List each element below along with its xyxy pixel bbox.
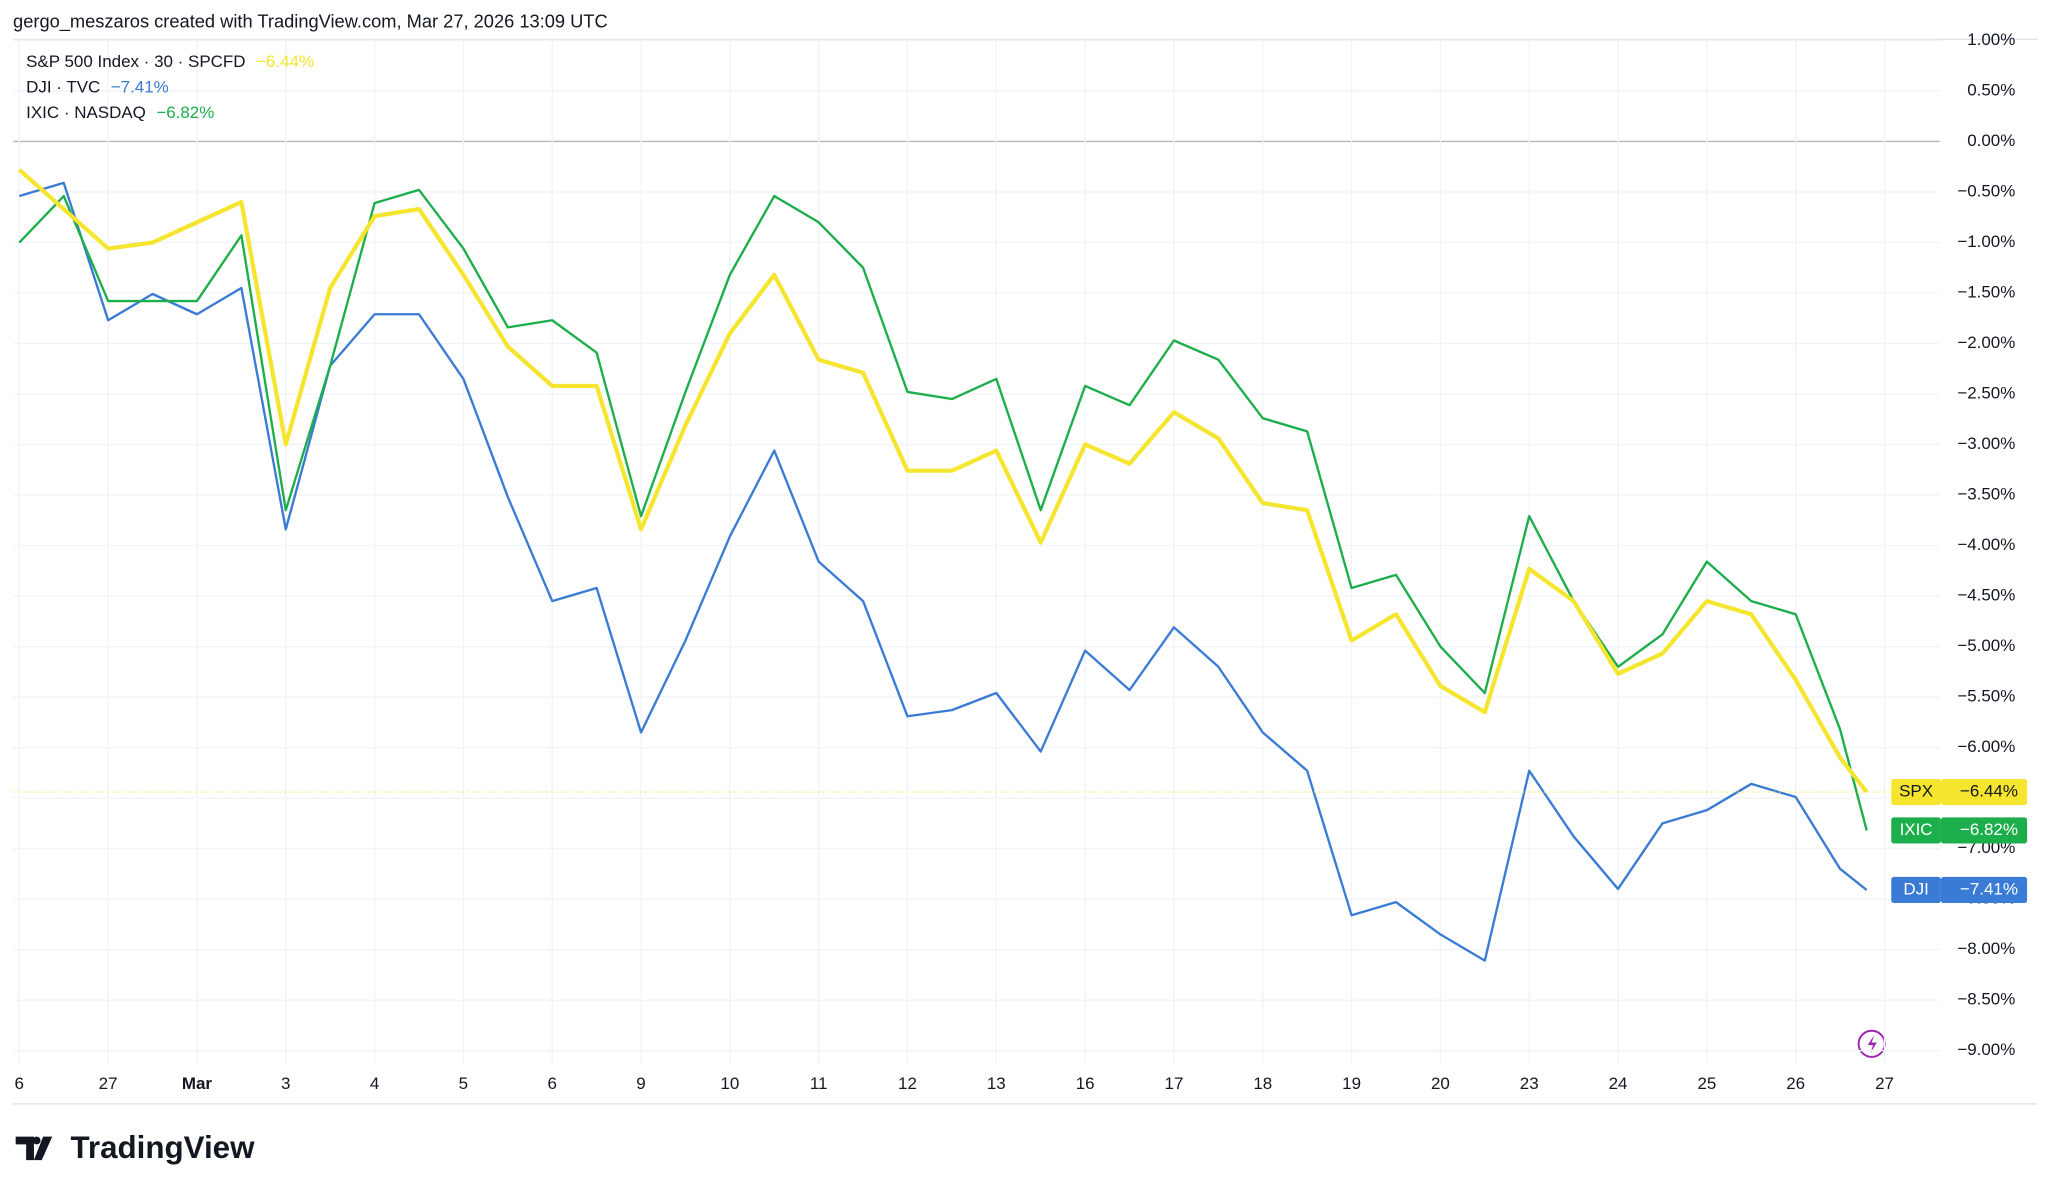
legend-name: S&P 500 Index · 30 · SPCFD bbox=[26, 52, 245, 71]
x-tick-label: 13 bbox=[987, 1074, 1006, 1093]
x-tick-label: 16 bbox=[1076, 1074, 1095, 1093]
x-tick-label: 23 bbox=[1520, 1074, 1539, 1093]
badge-value: −7.41% bbox=[1960, 879, 2018, 898]
y-tick-label: −6.00% bbox=[1957, 737, 2015, 756]
legend-value: −6.44% bbox=[256, 52, 314, 71]
legend-name: IXIC · NASDAQ bbox=[26, 103, 146, 122]
logo: TradingView bbox=[15, 1130, 256, 1165]
y-tick-label: −8.00% bbox=[1957, 939, 2015, 958]
legend-value: −7.41% bbox=[111, 78, 169, 97]
badge-ticker-bg bbox=[1891, 817, 1941, 844]
x-tick-label: 18 bbox=[1253, 1074, 1272, 1093]
header-text: gergo_meszaros created with TradingView.… bbox=[13, 10, 608, 32]
legend-value: −6.82% bbox=[156, 103, 214, 122]
x-tick-label: 10 bbox=[720, 1074, 739, 1093]
y-tick-label: −9.00% bbox=[1957, 1040, 2015, 1059]
y-tick-label: 0.00% bbox=[1967, 131, 2015, 150]
x-tick-label: 25 bbox=[1697, 1074, 1716, 1093]
logo-icon bbox=[15, 1136, 53, 1161]
x-tick-label: 27 bbox=[1875, 1074, 1894, 1093]
badge-ticker: DJI bbox=[1903, 879, 1928, 898]
badge-value-bg bbox=[1940, 817, 2028, 844]
series-line bbox=[17, 168, 1869, 794]
legend-entry: S&P 500 Index · 30 · SPCFD −6.44% bbox=[26, 52, 314, 71]
x-tick-label: 4 bbox=[370, 1074, 379, 1093]
price-badge: SPX −6.44% bbox=[1891, 778, 2028, 806]
logo-text: TradingView bbox=[71, 1130, 256, 1165]
badge-ticker-bg bbox=[1891, 778, 1941, 806]
badge-value-bg bbox=[1940, 778, 2028, 806]
series-line bbox=[18, 181, 1868, 962]
x-tick-label: 26 bbox=[1786, 1074, 1805, 1093]
badge-ticker: SPX bbox=[1899, 781, 1933, 800]
x-tick-label: 6 bbox=[547, 1074, 556, 1093]
y-tick-label: −5.00% bbox=[1957, 636, 2015, 655]
badge-value-bg bbox=[1940, 876, 2028, 904]
y-tick-label: −1.00% bbox=[1957, 232, 2015, 251]
x-tick-label: 5 bbox=[459, 1074, 468, 1093]
y-tick-label: −4.50% bbox=[1957, 586, 2015, 605]
y-tick-label: −2.50% bbox=[1957, 383, 2015, 402]
x-tick-label: 9 bbox=[636, 1074, 645, 1093]
legend-entry: DJI · TVC −7.41% bbox=[26, 78, 169, 97]
y-tick-label: −4.00% bbox=[1957, 535, 2015, 554]
badge-ticker: IXIC bbox=[1900, 820, 1933, 839]
y-tick-label: 1.00% bbox=[1967, 30, 2015, 49]
x-tick-label: 20 bbox=[1431, 1074, 1450, 1093]
y-tick-label: −0.50% bbox=[1957, 181, 2015, 200]
y-tick-label: 0.50% bbox=[1967, 80, 2015, 99]
lightning-icon[interactable] bbox=[1857, 1029, 1886, 1058]
x-tick-label: 6 bbox=[15, 1074, 24, 1093]
legend-name: DJI · TVC bbox=[26, 78, 100, 97]
x-tick-label: 12 bbox=[898, 1074, 917, 1093]
x-tick-label: 11 bbox=[810, 1074, 828, 1093]
x-tick-label: 3 bbox=[281, 1074, 290, 1093]
y-tick-label: −1.50% bbox=[1957, 282, 2015, 301]
y-tick-label: −3.00% bbox=[1957, 434, 2015, 453]
legend-entry: IXIC · NASDAQ −6.82% bbox=[26, 103, 214, 122]
y-tick-label: −8.50% bbox=[1957, 990, 2015, 1009]
badge-value: −6.82% bbox=[1960, 820, 2018, 839]
badge-value: −6.44% bbox=[1960, 781, 2018, 800]
y-tick-label: −3.50% bbox=[1957, 485, 2015, 504]
icon-bolt[interactable] bbox=[1867, 1034, 1877, 1053]
x-tick-label: 24 bbox=[1609, 1074, 1628, 1093]
price-badge: IXIC −6.82% bbox=[1891, 817, 2028, 844]
y-tick-label: −5.50% bbox=[1957, 687, 2015, 706]
x-tick-label: 19 bbox=[1342, 1074, 1361, 1093]
y-tick-label: −2.00% bbox=[1957, 333, 2015, 352]
series-line bbox=[18, 188, 1868, 831]
x-tick-label: 27 bbox=[99, 1074, 118, 1093]
price-badge: DJI −7.41% bbox=[1891, 876, 2028, 904]
badge-ticker-bg bbox=[1891, 876, 1941, 904]
x-tick-label: Mar bbox=[182, 1074, 213, 1093]
x-tick-label: 17 bbox=[1165, 1074, 1184, 1093]
